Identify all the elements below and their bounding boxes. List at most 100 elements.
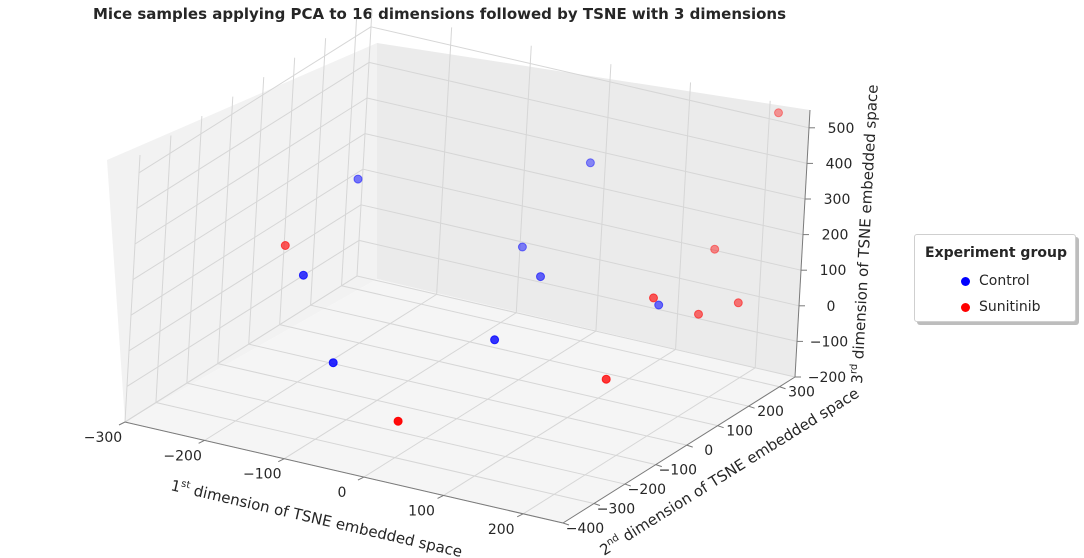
grid-line-z [124, 275, 358, 423]
x-tick-mark [278, 458, 285, 463]
grid-line-y [279, 57, 296, 325]
grid-line-y [186, 116, 203, 384]
y-tick-mark [748, 405, 755, 409]
data-point-sunitinib [774, 108, 783, 118]
y-tick-mark [686, 444, 693, 448]
data-point-control [536, 272, 545, 282]
z-tick-label: 500 [828, 121, 855, 137]
grid-lines [124, 8, 810, 524]
data-point-control [490, 335, 500, 345]
grid-line-x [595, 64, 612, 332]
grid-line-x [515, 45, 532, 313]
y-tick-mark [624, 483, 632, 487]
z-tick-label: 200 [822, 228, 849, 244]
data-points [280, 108, 783, 426]
z-tick-label: 100 [820, 263, 847, 279]
grid-line-y [217, 363, 656, 466]
data-point-control [353, 174, 363, 184]
grid-line-z [130, 168, 364, 316]
grid-line-y [217, 96, 234, 364]
z-tick-label: 400 [826, 156, 853, 172]
grid-line-y [341, 285, 780, 388]
x-ticks: −300 −200 −100 0 100 200 [84, 421, 524, 538]
z-tick-label: −100 [810, 334, 848, 350]
grid-line-x [675, 82, 692, 350]
grid-line-z [138, 26, 372, 174]
grid-line-x [436, 27, 453, 295]
data-point-control [517, 242, 527, 252]
legend-item-control: Control [915, 272, 1030, 290]
y-tick-label: 200 [757, 404, 784, 420]
grid-line-z [134, 97, 368, 245]
grid-line-x [522, 367, 756, 515]
grid-line-y [155, 402, 595, 505]
y-tick-label: 300 [788, 385, 815, 401]
axis-lines [124, 109, 811, 524]
grid-line-x [754, 100, 771, 368]
y-tick-mark [717, 425, 724, 429]
pane-back [377, 43, 810, 377]
grid-line-x [204, 293, 437, 441]
z-tick-label: −200 [808, 370, 846, 386]
data-point-sunitinib [601, 374, 611, 384]
legend-label-control: Control [979, 273, 1030, 289]
grid-line-y [186, 382, 625, 485]
x-tick-label: −100 [243, 467, 281, 483]
grid-line-z [356, 275, 796, 378]
grid-line-y [310, 38, 327, 306]
y-tick-label: −100 [659, 463, 697, 479]
grid-line-y [248, 343, 687, 446]
y-tick-label: −300 [597, 502, 635, 518]
pane-left [107, 43, 377, 422]
legend-marker-sunitinib [961, 302, 970, 312]
grid-line-y [248, 77, 265, 345]
legend-label-sunitinib: Sunitinib [979, 299, 1041, 315]
x-tick-label: 0 [337, 485, 346, 501]
data-point-sunitinib [733, 298, 743, 308]
y-tick-label: 100 [726, 424, 753, 440]
y-tick-mark [562, 522, 570, 526]
x-tick-mark [357, 476, 365, 481]
grid-line-z [358, 239, 798, 342]
z-ticks: −200 −100 0 100 200 300 400 500 [795, 121, 854, 386]
y-tick-mark [779, 386, 786, 390]
x-axis-line [124, 421, 564, 524]
grid-line-z [360, 204, 800, 307]
grid-line-x [363, 330, 597, 478]
legend-item-sunitinib: Sunitinib [915, 298, 1041, 316]
data-point-sunitinib [710, 244, 720, 254]
y-tick-label: 0 [704, 443, 713, 459]
grid-line-y [124, 154, 141, 423]
y-tick-label: −200 [628, 482, 666, 498]
y-tick-mark [593, 503, 601, 507]
data-point-sunitinib [280, 241, 290, 250]
legend: Experiment group Control Sunitinib [914, 234, 1076, 322]
data-point-sunitinib [393, 416, 403, 426]
x-tick-label: 200 [488, 522, 515, 538]
data-point-control [298, 270, 308, 280]
grid-line-z [126, 239, 360, 387]
z-tick-label: 0 [827, 299, 836, 315]
grid-line-y [155, 135, 172, 403]
grid-line-x [443, 349, 676, 496]
y-tick-mark [655, 464, 662, 468]
z-axis-line [794, 109, 811, 378]
grid-line-z [132, 133, 366, 281]
x-tick-label: 100 [408, 503, 435, 519]
data-point-control [328, 358, 338, 368]
x-tick-mark [516, 513, 524, 518]
grid-line-y [279, 324, 718, 427]
legend-marker-control [961, 276, 970, 286]
chart-title: Mice samples applying PCA to 16 dimensio… [93, 5, 786, 23]
grid-line-z [128, 204, 362, 352]
x-tick-mark [437, 495, 444, 499]
grid-line-z [364, 133, 804, 236]
grid-line-y [310, 304, 749, 407]
data-point-control [585, 158, 595, 168]
data-point-sunitinib [694, 309, 703, 319]
y-tick-label: −400 [566, 521, 604, 537]
y-axis-line [562, 376, 796, 524]
x-tick-label: −200 [163, 448, 201, 464]
